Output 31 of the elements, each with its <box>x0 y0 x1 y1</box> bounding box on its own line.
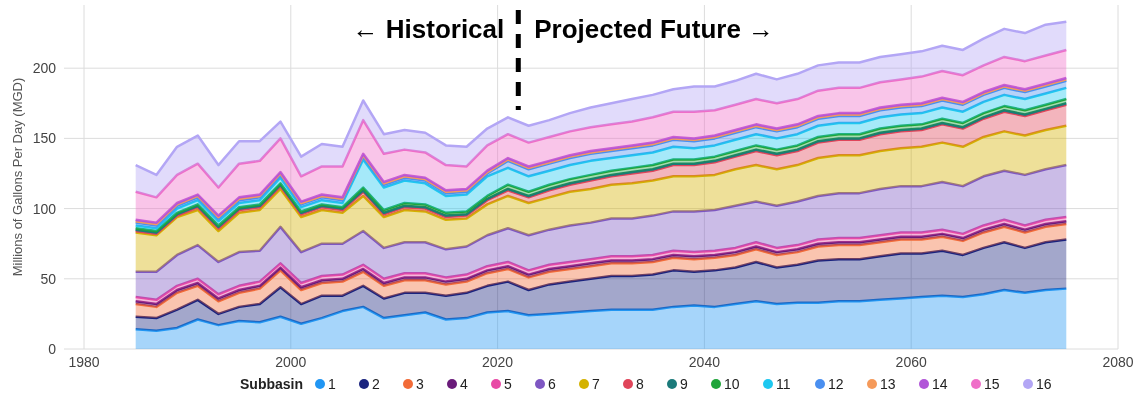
y-axis-title: Millions of Gallons Per Day (MGD) <box>10 77 25 277</box>
annotation: ← Historical <box>352 14 505 44</box>
legend-label: 7 <box>592 376 600 392</box>
legend-label: 9 <box>680 376 688 392</box>
y-tick-label: 0 <box>48 341 57 357</box>
annotation: Projected Future → <box>534 14 775 44</box>
legend-label: 5 <box>504 376 512 392</box>
y-tick-label: 50 <box>40 270 57 287</box>
legend-title: Subbasin <box>240 376 304 392</box>
legend-label: 10 <box>724 376 740 392</box>
x-tick-label: 1980 <box>68 354 100 370</box>
x-tick-label: 2000 <box>275 354 307 370</box>
x-tick-label: 2020 <box>482 354 514 370</box>
legend-label: 4 <box>460 376 468 392</box>
legend-label: 3 <box>416 376 424 392</box>
legend-label: 14 <box>932 376 948 392</box>
legend-label: 15 <box>984 376 1000 392</box>
x-tick-label: 2060 <box>895 354 927 370</box>
legend-label: 6 <box>548 376 556 392</box>
legend-label: 13 <box>880 376 896 392</box>
legend-label: 1 <box>328 376 336 392</box>
legend-label: 16 <box>1036 376 1052 392</box>
legend-label: 12 <box>828 376 844 392</box>
y-tick-label: 200 <box>32 60 57 77</box>
y-tick-label: 150 <box>32 130 57 147</box>
legend-label: 8 <box>636 376 644 392</box>
x-tick-label: 2080 <box>1102 354 1133 370</box>
y-tick-label: 100 <box>32 200 57 217</box>
x-tick-label: 2040 <box>688 354 721 370</box>
legend-label: 11 <box>776 376 791 392</box>
legend-label: 2 <box>372 376 380 392</box>
